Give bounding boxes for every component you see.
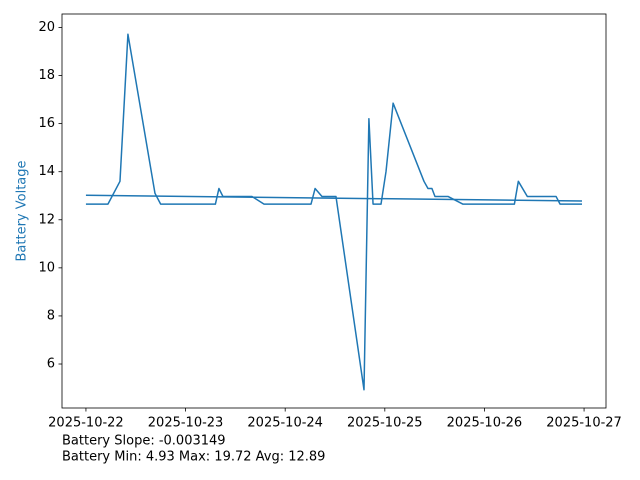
x-tick-label: 2025-10-25	[347, 416, 423, 431]
series-line	[85, 33, 582, 391]
footer-text: Battery Slope: -0.003149	[62, 434, 226, 449]
y-tick-label: 10	[38, 260, 55, 275]
plot-frame	[61, 13, 607, 409]
y-tick-label: 14	[38, 164, 55, 179]
y-tick-label: 8	[47, 308, 55, 323]
y-tick-label: 16	[38, 116, 55, 131]
x-tick-label: 2025-10-27	[546, 416, 622, 431]
x-tick-label: 2025-10-24	[247, 416, 323, 431]
x-tick-label: 2025-10-22	[48, 416, 124, 431]
y-tick-label: 20	[38, 20, 55, 35]
footer-text: Battery Min: 4.93 Max: 19.72 Avg: 12.89	[62, 450, 325, 465]
y-tick-label: 6	[47, 357, 55, 372]
x-tick-label: 2025-10-23	[148, 416, 224, 431]
y-tick-label: 12	[38, 212, 55, 227]
y-tick-label: 18	[38, 68, 55, 83]
series-line	[85, 194, 583, 202]
x-tick-label: 2025-10-26	[447, 416, 523, 431]
y-axis-label: Battery Voltage	[15, 160, 30, 261]
